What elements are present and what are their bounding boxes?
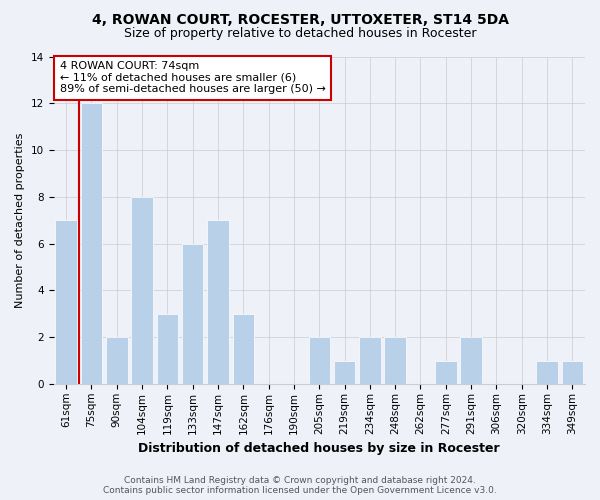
X-axis label: Distribution of detached houses by size in Rocester: Distribution of detached houses by size … [139, 442, 500, 455]
Bar [460, 337, 482, 384]
Bar [359, 337, 380, 384]
Text: 4, ROWAN COURT, ROCESTER, UTTOXETER, ST14 5DA: 4, ROWAN COURT, ROCESTER, UTTOXETER, ST1… [91, 12, 509, 26]
Bar [81, 104, 102, 384]
Bar [131, 197, 153, 384]
Bar [233, 314, 254, 384]
Bar [334, 360, 355, 384]
Text: Contains HM Land Registry data © Crown copyright and database right 2024.
Contai: Contains HM Land Registry data © Crown c… [103, 476, 497, 495]
Text: 4 ROWAN COURT: 74sqm
← 11% of detached houses are smaller (6)
89% of semi-detach: 4 ROWAN COURT: 74sqm ← 11% of detached h… [60, 61, 326, 94]
Bar [562, 360, 583, 384]
Bar [385, 337, 406, 384]
Bar [308, 337, 330, 384]
Bar [157, 314, 178, 384]
Text: Size of property relative to detached houses in Rocester: Size of property relative to detached ho… [124, 28, 476, 40]
Bar [182, 244, 203, 384]
Bar [207, 220, 229, 384]
Y-axis label: Number of detached properties: Number of detached properties [15, 132, 25, 308]
Bar [435, 360, 457, 384]
Bar [55, 220, 77, 384]
Bar [106, 337, 128, 384]
Bar [536, 360, 558, 384]
